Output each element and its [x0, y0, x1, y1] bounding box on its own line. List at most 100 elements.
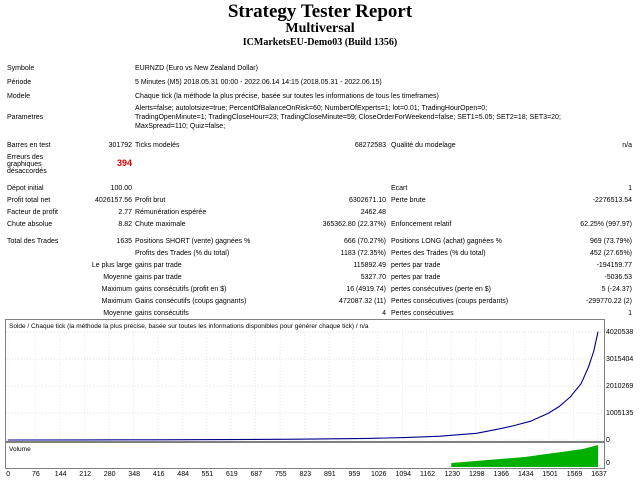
x-tick-label: 891 [324, 471, 336, 478]
parameters-line: MaxSpread=110; Quiz=false; [135, 123, 226, 130]
largest-loss-label: pertes par trade [391, 261, 441, 269]
balance-chart: Solde / Chaque tick (la méthode la plus … [5, 319, 605, 442]
data-point [580, 383, 582, 384]
long-positions-label: Positions LONG (achat) gagnées % [391, 237, 502, 245]
average-consecutive-wins-value: 4 [382, 310, 386, 317]
symbol-value: EURNZD (Euro vs New Zealand Dollar) [135, 65, 258, 72]
max-consecutive-wins-label: gains consécutifs (profit en $) [135, 285, 227, 293]
data-point [494, 429, 495, 431]
gross-profit-value: 6302671.10 [349, 197, 386, 205]
report-title: Strategy Tester Report [227, 1, 413, 22]
max-consecutive-losses-label: pertes consécutives (perte en $) [391, 285, 491, 293]
x-tick-label: 823 [299, 471, 312, 478]
ticks-value: 68272583 [354, 142, 386, 149]
expected-payoff-label: Rémunération espérée [135, 209, 207, 217]
data-point [587, 367, 589, 368]
profit-trades-label: Profits des Trades (% du total) [135, 249, 230, 257]
x-tick-label: 416 [152, 471, 165, 478]
x-tick-label: 755 [275, 471, 287, 478]
average-consecutive-wins-label: gains consécutifs [135, 310, 189, 317]
largest-gain-value: 115892.49 [353, 261, 386, 269]
model-value: Chaque tick (la méthode la plus précise,… [135, 93, 439, 100]
average-loss-label: pertes par trade [391, 273, 441, 281]
period-label: Période [7, 79, 32, 86]
largest-gain-label: gains par trade [135, 261, 182, 269]
profit-trades-value: 1183 (72.35%) [340, 249, 386, 257]
max-consecutive-wins-value: 16 (4919.74) [346, 285, 386, 293]
largest-label: Le plus large [91, 261, 132, 269]
average-label: Moyenne [103, 273, 132, 281]
average-gain-value: 5327.70 [360, 273, 386, 281]
gross-profit-label: Profit brut [135, 197, 166, 205]
y-tick-label: 1005135 [606, 410, 634, 417]
balance-chart-plot: Solde / Chaque tick (la méthode la plus … [6, 323, 602, 441]
short-positions-value: 666 (70.27%) [343, 237, 386, 245]
x-tick-label: 1366 [493, 471, 510, 478]
x-tick-label: 959 [348, 471, 361, 478]
x-tick-label: 348 [128, 471, 140, 478]
x-tick-label: 1501 [542, 471, 558, 478]
data-point [559, 406, 560, 407]
x-tick-label: 76 [32, 471, 40, 478]
volume-chart: Volume [5, 442, 605, 469]
data-point [223, 439, 225, 441]
net-profit-label: Profit total net [7, 197, 51, 205]
data-point [7, 439, 9, 441]
x-tick-label: 280 [103, 471, 116, 478]
spread-value: 1 [628, 185, 632, 193]
period-value: 5 Minutes (M5) 2018.05.31 00:00 - 2022.0… [135, 79, 382, 86]
max-consecutive-loss-label: Pertes consécutives (coups perdants) [391, 297, 509, 305]
expert-name: Multiversal [285, 21, 355, 36]
volume-label: Volume [9, 446, 31, 453]
data-point [295, 438, 297, 440]
data-point [151, 439, 153, 441]
deposit-value: 100.00 [110, 185, 132, 193]
net-profit-value: 4026157.56 [95, 197, 132, 205]
data-point [593, 350, 595, 352]
data-point [440, 435, 441, 437]
ticks-label: Ticks modelés [135, 142, 180, 149]
loss-trades-label: Pertes des Trades (% du total) [391, 249, 486, 257]
model-label: Modele [7, 93, 30, 100]
parameters-line: Alerts=false; autolotsize=true; PercentO… [135, 105, 488, 112]
data-point [530, 420, 532, 422]
average-gain-label: gains par trade [135, 273, 182, 281]
relative-drawdown-label: Enfoncement relatif [391, 221, 452, 229]
x-tick-label: 619 [226, 471, 238, 478]
bars-label: Barres en test [7, 142, 51, 149]
data-point [548, 412, 550, 414]
errors-label-line: graphiques [7, 161, 42, 168]
expected-payoff-value: 2462.48 [360, 209, 386, 217]
max-drawdown-label: Chute maximale [135, 221, 186, 229]
profit-factor-value: 2.77 [118, 209, 132, 217]
long-positions-value: 969 (73.79%) [589, 237, 632, 245]
average-label: Moyenne [103, 310, 132, 317]
spread-label: Ecart [391, 185, 408, 193]
relative-drawdown-value: 62.25% (997.97) [580, 221, 632, 229]
data-point [404, 437, 405, 438]
chart-caption: Solde / Chaque tick (la méthode la plus … [9, 323, 369, 330]
x-tick-label: 212 [79, 471, 91, 478]
x-tick-label: 551 [201, 471, 214, 478]
x-tick-label: 1026 [371, 471, 387, 478]
parameters-line: TradingOpenMinute=1; TradingCloseHour=23… [135, 114, 561, 121]
x-tick-label: 1434 [518, 471, 534, 478]
max-consecutive-profit-label: Gains consécutifs (coups gagnants) [135, 297, 247, 305]
y-tick-label: 3015404 [606, 356, 634, 363]
x-tick-label: 1637 [591, 471, 607, 478]
absolute-drawdown-label: Chute absolue [7, 221, 53, 229]
x-tick-label: 687 [250, 471, 263, 478]
absolute-drawdown-value: 8.82 [118, 221, 132, 229]
y-tick-label: 4020538 [606, 329, 634, 336]
data-point [597, 331, 599, 333]
quality-value: n/a [622, 142, 632, 149]
maximum-label: Maximum [101, 285, 132, 293]
volume-area [451, 445, 598, 467]
x-tick-label: 1298 [469, 471, 485, 478]
parameters-label: Parametres [7, 114, 44, 121]
volume-zero-label: 0 [606, 460, 610, 467]
average-consecutive-losses-label: Pertes consécutives [391, 310, 454, 317]
x-tick-label: 1230 [444, 471, 461, 478]
y-tick-label: 0 [606, 437, 610, 444]
maximum-label: Maximum [101, 297, 132, 305]
